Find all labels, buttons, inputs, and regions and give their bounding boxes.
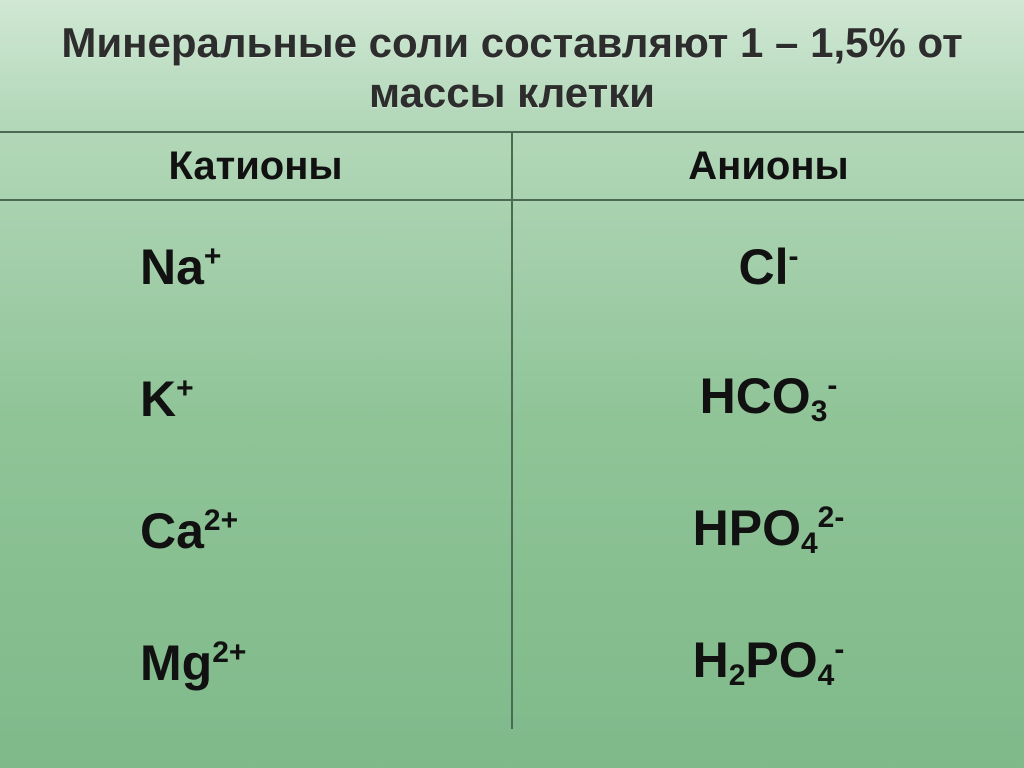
cation-formula: Mg2+ [140, 638, 246, 688]
slide-title: Минеральные соли составляют 1 – 1,5% от … [0, 0, 1024, 131]
column-header-label: Катионы [168, 144, 342, 189]
anion-formula: HCO3- [700, 371, 838, 427]
column-header-cations: Катионы [0, 133, 512, 199]
cation-cell: Mg2+ [0, 597, 512, 729]
cation-formula: Ca2+ [140, 506, 238, 556]
slide: Минеральные соли составляют 1 – 1,5% от … [0, 0, 1024, 768]
anion-cell: H2PO4- [512, 597, 1024, 729]
cation-cell: K+ [0, 333, 512, 465]
anion-formula: HPO42- [693, 503, 845, 559]
ion-table: Катионы Анионы Na+ Cl- K+ HCO3- Ca2+ HPO42- Mg… [0, 131, 1024, 768]
table-row: Mg2+ H2PO4- [0, 597, 1024, 729]
cation-formula: K+ [140, 374, 194, 424]
anion-formula: Cl- [739, 242, 799, 292]
anion-cell: Cl- [512, 201, 1024, 333]
table-header-row: Катионы Анионы [0, 133, 1024, 201]
anion-cell: HPO42- [512, 465, 1024, 597]
anion-cell: HCO3- [512, 333, 1024, 465]
table-row: Na+ Cl- [0, 201, 1024, 333]
table-row: Ca2+ HPO42- [0, 465, 1024, 597]
cation-cell: Ca2+ [0, 465, 512, 597]
column-header-anions: Анионы [512, 133, 1024, 199]
column-header-label: Анионы [688, 144, 848, 189]
cation-formula: Na+ [140, 242, 221, 292]
table-row: K+ HCO3- [0, 333, 1024, 465]
anion-formula: H2PO4- [693, 635, 845, 691]
cation-cell: Na+ [0, 201, 512, 333]
